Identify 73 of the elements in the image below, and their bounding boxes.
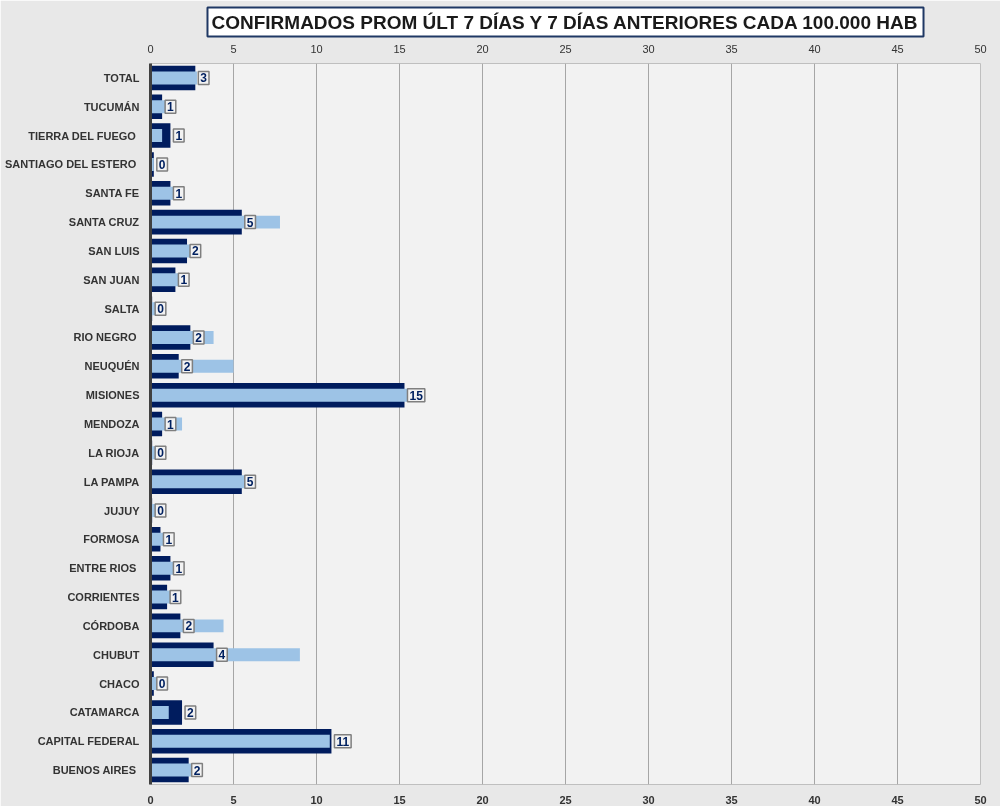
y-tick-label: MISIONES <box>85 389 140 402</box>
y-tick-label: LA RIOJA <box>88 446 140 459</box>
x-tick-label: 35 <box>725 42 738 55</box>
y-tick-label: JUJUY <box>104 504 141 517</box>
x2-tick-label: 5 <box>230 793 237 806</box>
y-tick-label: CHACO <box>99 677 140 690</box>
y-tick-label: NEUQUÉN <box>84 360 140 373</box>
y-tick-label: CÓRDOBA <box>82 619 140 632</box>
data-label: 1 <box>172 590 180 605</box>
x-tick-label: 50 <box>974 42 987 55</box>
data-label: 4 <box>218 648 226 663</box>
y-tick-label: SALTA <box>104 302 140 315</box>
x-tick-label: 25 <box>559 42 572 55</box>
x2-tick-label: 30 <box>642 793 655 806</box>
y-tick-label: SANTA FE <box>85 187 140 200</box>
y-tick-label: MENDOZA <box>83 418 140 430</box>
data-label: 15 <box>409 388 424 403</box>
data-label: 0 <box>157 446 165 461</box>
x-tick-label: 10 <box>310 42 323 55</box>
data-label: 1 <box>180 273 188 288</box>
y-tick-label: CORRIENTES <box>67 591 140 604</box>
data-label: 1 <box>175 129 183 144</box>
x2-tick-label: 15 <box>393 793 406 806</box>
y-tick-label: TUCUMÁN <box>83 100 140 113</box>
x-tick-label: 5 <box>230 42 237 55</box>
x-tick-label: 0 <box>147 42 154 55</box>
y-tick-label: RIO NEGRO <box>73 331 137 344</box>
data-label: 0 <box>158 157 166 172</box>
x2-tick-label: 0 <box>147 793 154 806</box>
x-tick-label: 40 <box>808 42 821 55</box>
x-tick-label: 15 <box>393 42 406 55</box>
y-tick-label: SAN JUAN <box>83 273 140 286</box>
data-label: 1 <box>167 100 175 115</box>
x2-tick-label: 25 <box>559 793 572 806</box>
y-tick-label: BUENOS AIRES <box>52 764 137 777</box>
data-label: 2 <box>185 619 193 634</box>
y-tick-label: SANTIAGO DEL ESTERO <box>5 158 137 171</box>
y-tick-label: TIERRA DEL FUEGO <box>28 129 137 142</box>
x-tick-label: 20 <box>476 42 489 55</box>
y-tick-label: TOTAL <box>103 71 140 84</box>
y-tick-label: LA PAMPA <box>83 475 140 488</box>
x2-tick-label: 40 <box>808 793 821 806</box>
y-tick-label: CHUBUT <box>93 648 140 661</box>
data-label: 2 <box>187 705 195 720</box>
x2-tick-label: 45 <box>891 793 904 806</box>
data-label: 2 <box>195 330 203 345</box>
data-label: 3 <box>200 71 208 86</box>
data-label: 1 <box>175 186 183 201</box>
data-label: 0 <box>158 677 166 692</box>
x-tick-label: 30 <box>642 42 655 55</box>
data-label: 1 <box>175 561 183 576</box>
x-tick-label: 45 <box>891 42 904 55</box>
x2-tick-label: 35 <box>725 793 738 806</box>
data-label: 2 <box>192 244 200 259</box>
data-label: 0 <box>157 302 165 317</box>
y-tick-label: ENTRE RIOS <box>69 562 137 575</box>
chart-title: CONFIRMADOS PROM ÚLT 7 DÍAS Y 7 DÍAS ANTERIORES CADA 100.000 HAB <box>211 11 918 33</box>
data-label: 5 <box>246 475 254 490</box>
data-label: 11 <box>336 734 350 749</box>
data-label: 1 <box>165 532 173 547</box>
data-label: 2 <box>183 359 191 374</box>
y-tick-label: SAN LUIS <box>88 244 140 257</box>
data-label: 1 <box>167 417 175 432</box>
x2-tick-label: 10 <box>310 793 323 806</box>
y-tick-label: CATAMARCA <box>69 706 140 719</box>
y-tick-label: SANTA CRUZ <box>68 216 140 229</box>
x2-tick-label: 20 <box>476 793 489 806</box>
data-label: 5 <box>246 215 254 230</box>
x2-tick-label: 50 <box>974 793 987 806</box>
data-label: 2 <box>193 763 201 778</box>
y-tick-label: FORMOSA <box>83 533 140 546</box>
data-label: 0 <box>157 504 165 519</box>
y-tick-label: CAPITAL FEDERAL <box>37 735 140 748</box>
